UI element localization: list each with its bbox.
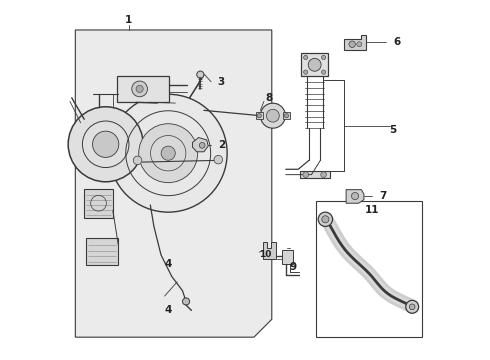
Circle shape [304, 70, 308, 74]
Text: 7: 7 [379, 191, 386, 201]
Text: 3: 3 [218, 77, 225, 87]
Bar [117, 76, 169, 102]
Circle shape [351, 193, 359, 200]
Polygon shape [75, 30, 272, 337]
Circle shape [139, 124, 197, 183]
Polygon shape [263, 242, 276, 258]
Polygon shape [346, 190, 364, 203]
Circle shape [321, 172, 326, 177]
Circle shape [267, 109, 279, 122]
Polygon shape [344, 35, 367, 50]
Text: 5: 5 [390, 125, 397, 135]
Circle shape [409, 304, 415, 310]
Text: 6: 6 [393, 37, 400, 48]
Text: 2: 2 [218, 140, 225, 150]
Circle shape [132, 81, 147, 97]
Bar [86, 238, 118, 265]
Circle shape [133, 156, 142, 165]
Polygon shape [317, 202, 422, 337]
Circle shape [197, 71, 204, 78]
Circle shape [357, 42, 362, 47]
Polygon shape [193, 138, 208, 152]
Circle shape [321, 70, 326, 74]
Circle shape [161, 146, 175, 160]
Circle shape [349, 41, 355, 48]
Text: 11: 11 [365, 205, 379, 215]
Circle shape [182, 298, 190, 305]
Bar [282, 249, 293, 264]
Circle shape [68, 107, 143, 182]
Circle shape [214, 156, 222, 164]
Circle shape [318, 212, 333, 226]
Bar [301, 53, 328, 76]
Circle shape [304, 55, 308, 60]
Circle shape [308, 58, 321, 71]
Circle shape [322, 216, 329, 223]
Text: 8: 8 [266, 93, 273, 103]
Text: 10: 10 [259, 250, 271, 259]
Bar [283, 112, 290, 119]
Circle shape [260, 103, 285, 128]
Bar [300, 171, 330, 178]
Text: 4: 4 [165, 259, 172, 269]
Text: 1: 1 [125, 15, 132, 25]
Circle shape [321, 55, 326, 60]
Circle shape [303, 172, 309, 177]
Circle shape [284, 113, 289, 118]
Circle shape [257, 113, 262, 118]
Circle shape [93, 131, 119, 157]
Circle shape [109, 94, 227, 212]
Bar [256, 112, 263, 119]
Circle shape [199, 143, 205, 148]
Circle shape [136, 85, 143, 93]
Text: 9: 9 [290, 262, 297, 272]
Circle shape [406, 300, 418, 313]
Text: 4: 4 [165, 305, 172, 315]
Bar [84, 189, 113, 217]
